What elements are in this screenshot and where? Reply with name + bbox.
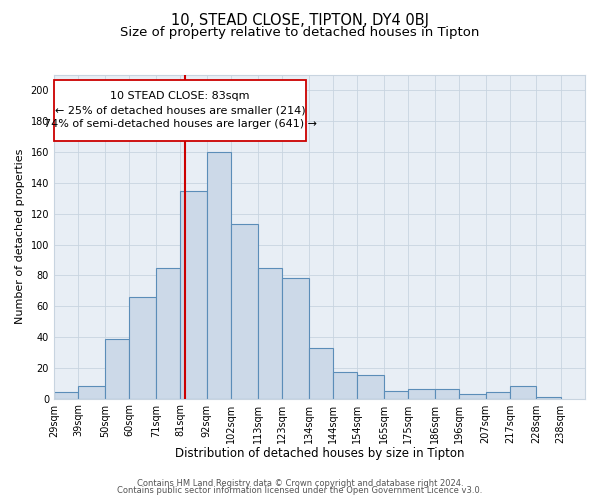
Bar (78, 386, 105, 398)
Text: Contains public sector information licensed under the Open Government Licence v3: Contains public sector information licen… (118, 486, 482, 495)
X-axis label: Distribution of detached houses by size in Tipton: Distribution of detached houses by size … (175, 447, 464, 460)
Bar (231, 224, 257, 398)
Bar (434, 390, 459, 398)
Bar (257, 268, 282, 398)
Bar (180, 190, 206, 398)
Bar (129, 297, 156, 398)
Text: Contains HM Land Registry data © Crown copyright and database right 2024.: Contains HM Land Registry data © Crown c… (137, 478, 463, 488)
Bar (333, 372, 357, 398)
Bar (105, 338, 129, 398)
Bar (282, 278, 308, 398)
Bar (384, 391, 408, 398)
Bar (485, 392, 510, 398)
FancyBboxPatch shape (54, 80, 306, 142)
Bar (510, 386, 536, 398)
Bar (206, 152, 231, 398)
Bar (156, 268, 180, 398)
Text: 10, STEAD CLOSE, TIPTON, DY4 0BJ: 10, STEAD CLOSE, TIPTON, DY4 0BJ (171, 12, 429, 28)
Y-axis label: Number of detached properties: Number of detached properties (15, 149, 25, 324)
Bar (459, 394, 485, 398)
Bar (54, 392, 78, 398)
Bar (536, 397, 561, 398)
Text: 10 STEAD CLOSE: 83sqm
← 25% of detached houses are smaller (214)
74% of semi-det: 10 STEAD CLOSE: 83sqm ← 25% of detached … (44, 92, 317, 130)
Bar (357, 376, 384, 398)
Bar (308, 348, 333, 399)
Bar (408, 390, 434, 398)
Text: Size of property relative to detached houses in Tipton: Size of property relative to detached ho… (121, 26, 479, 39)
